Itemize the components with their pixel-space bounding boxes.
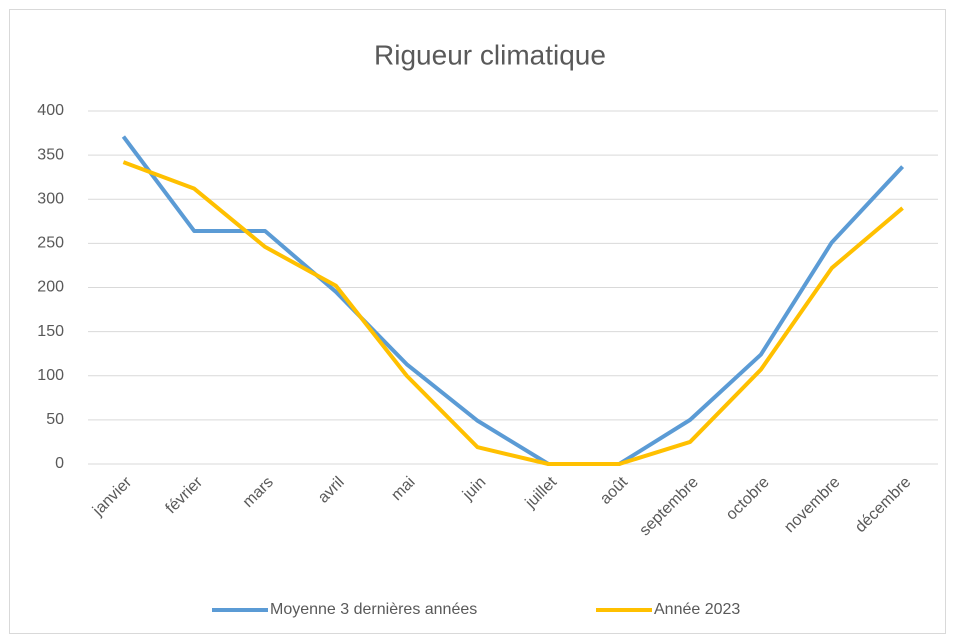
y-tick-label: 400	[37, 102, 64, 119]
y-tick-label: 350	[37, 146, 64, 163]
y-tick-label: 300	[37, 190, 64, 207]
data-line	[121, 135, 905, 466]
chart-title: Rigueur climatique	[374, 39, 606, 70]
y-tick-label: 150	[37, 323, 64, 340]
y-tick-label: 100	[37, 367, 64, 384]
legend-label: Année 2023	[654, 601, 740, 618]
chart-border	[9, 9, 946, 634]
data-line	[122, 160, 904, 466]
y-tick-label: 50	[46, 411, 64, 428]
y-tick-label: 250	[37, 235, 64, 252]
y-tick-label: 0	[55, 455, 64, 472]
legend-label: Moyenne 3 dernières années	[270, 601, 477, 618]
y-tick-label: 200	[37, 279, 64, 296]
